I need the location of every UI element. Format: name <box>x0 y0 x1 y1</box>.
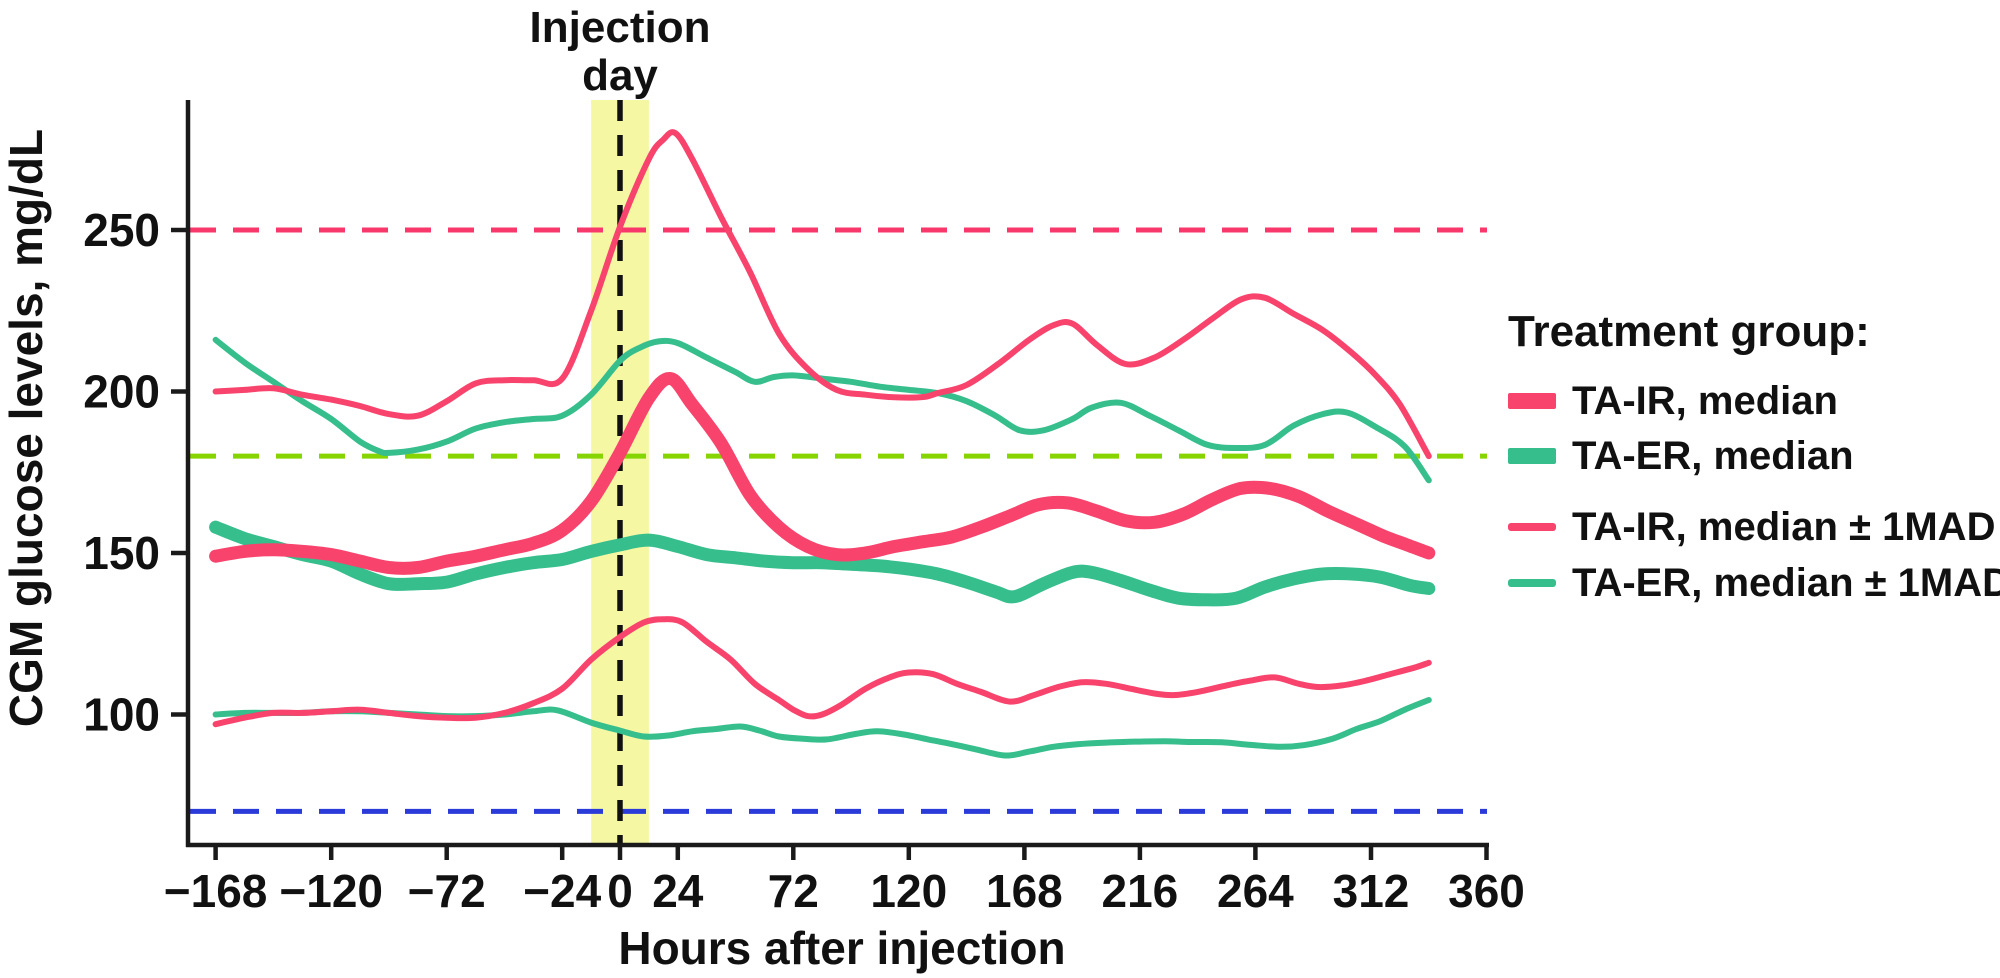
series-ta_ir_median <box>209 372 1436 575</box>
x-tick-label-72: 72 <box>768 865 819 917</box>
series-layer <box>209 129 1436 759</box>
legend-header: Treatment group: <box>1508 307 1870 356</box>
y-tick-label-250: 250 <box>83 204 160 256</box>
series-ta_ir_upper <box>212 129 1432 460</box>
x-tick-label--24: −24 <box>523 865 601 917</box>
series-ta_ir_lower <box>212 616 1432 728</box>
axes-layer: 100 150 200 250 −168 −120 −72 −24 0 24 72 120 168 216… <box>83 100 1525 917</box>
legend-swatch-2 <box>1508 448 1556 464</box>
chart-title-line2: day <box>582 51 658 100</box>
x-tick-label-264: 264 <box>1217 865 1294 917</box>
y-tick-label-200: 200 <box>83 366 160 418</box>
x-tick-label-24: 24 <box>652 865 704 917</box>
chart-title-line1: Injection <box>530 3 711 52</box>
series-ta_er_upper <box>212 336 1432 484</box>
series-ta_er_lower <box>212 697 1432 759</box>
threshold-lines-layer <box>190 227 1487 814</box>
x-tick-label-360: 360 <box>1448 865 1525 917</box>
x-tick-label-168: 168 <box>986 865 1063 917</box>
legend-label-3: TA-IR, median ± 1MAD <box>1572 505 1995 549</box>
y-tick-label-150: 150 <box>83 527 160 579</box>
x-tick-label--168: −168 <box>164 865 268 917</box>
x-tick-label-120: 120 <box>870 865 947 917</box>
series-ta_er_median <box>209 520 1436 607</box>
legend-label-1: TA-IR, median <box>1572 379 1838 423</box>
x-axis-title: Hours after injection <box>618 922 1065 974</box>
x-tick-label--72: −72 <box>408 865 486 917</box>
x-tick-label--120: −120 <box>279 865 383 917</box>
legend-swatch-4 <box>1508 579 1556 587</box>
x-tick-label-312: 312 <box>1333 865 1410 917</box>
legend-layer: TA-IR, median TA-ER, median TA-IR, median … <box>1508 379 2000 605</box>
legend-swatch-1 <box>1508 393 1556 409</box>
x-tick-label-216: 216 <box>1102 865 1179 917</box>
legend-swatch-3 <box>1508 523 1556 531</box>
x-tick-label-0: 0 <box>607 865 633 917</box>
y-axis-title: CGM glucose levels, mg/dL <box>0 129 52 727</box>
legend-label-4: TA-ER, median ± 1MAD <box>1572 561 2000 605</box>
legend-label-2: TA-ER, median <box>1572 434 1854 478</box>
y-tick-label-100: 100 <box>83 689 160 741</box>
